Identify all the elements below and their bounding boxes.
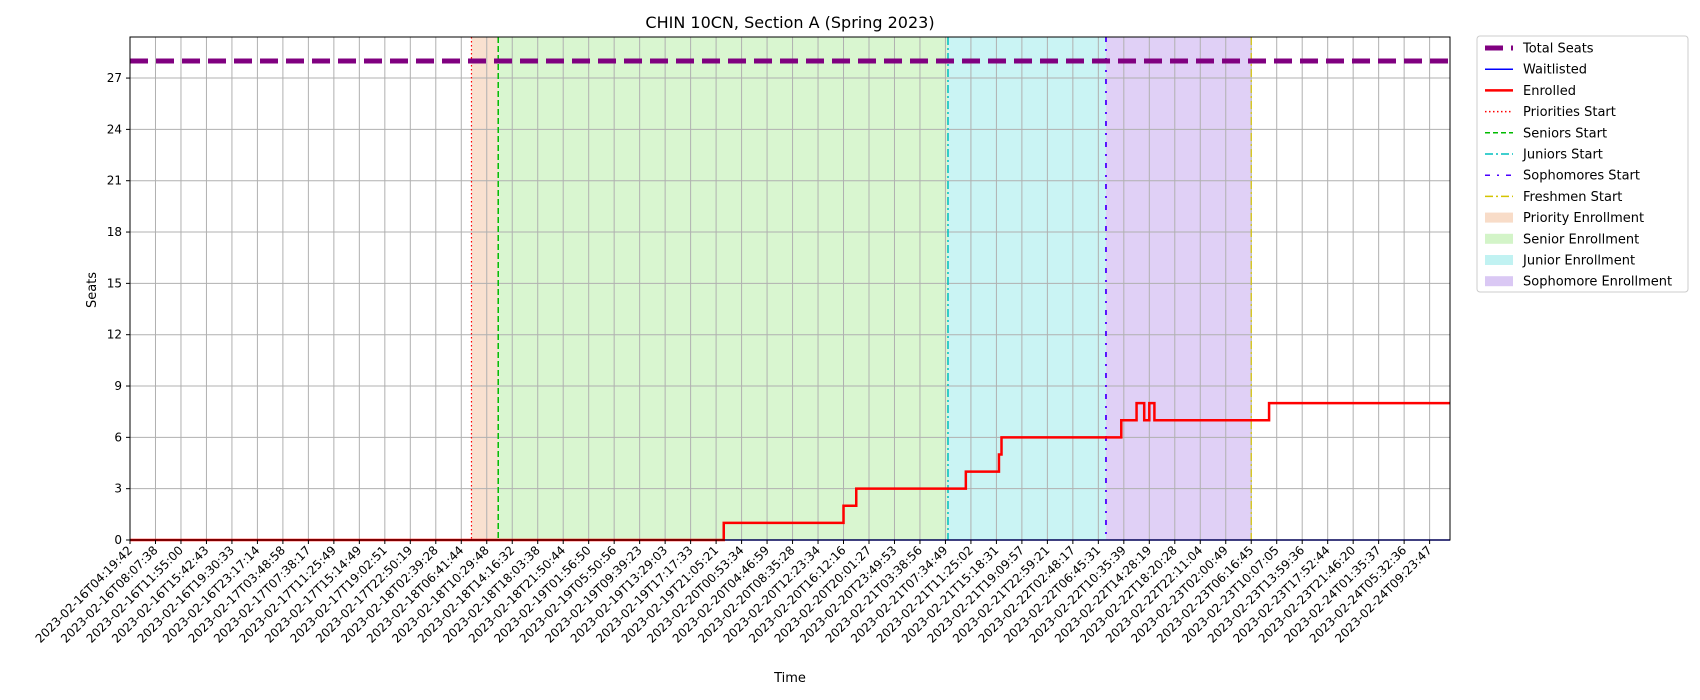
y-tick-label: 15 xyxy=(107,276,122,290)
senior-enrollment-band xyxy=(498,37,948,540)
y-tick-label: 21 xyxy=(107,174,122,188)
legend-box xyxy=(1476,35,1689,293)
legend-label: Sophomores Start xyxy=(1523,169,1640,184)
legend-swatch xyxy=(1485,255,1513,265)
plot-frame xyxy=(129,36,1451,541)
y-ticks: 0 3 6 9 12 15 18 21 24 27 xyxy=(107,71,130,547)
legend-label: Freshmen Start xyxy=(1523,190,1622,205)
y-tick-label: 9 xyxy=(114,379,122,393)
legend-label: Waitlisted xyxy=(1523,63,1587,78)
y-tick-label: 27 xyxy=(107,71,122,85)
y-tick-label: 24 xyxy=(107,122,122,136)
sophomore-enrollment-band xyxy=(1105,37,1252,540)
legend-label: Seniors Start xyxy=(1523,126,1607,141)
y-tick-label: 18 xyxy=(107,225,122,239)
junior-enrollment-band xyxy=(947,37,1106,540)
x-ticks: 2023-02-16T04:19:422023-02-16T08:07:3820… xyxy=(33,540,1435,646)
legend-swatch xyxy=(1485,233,1513,244)
legend-label: Total Seats xyxy=(1522,42,1594,57)
legend-swatch xyxy=(1485,276,1513,287)
y-tick-label: 0 xyxy=(114,533,122,547)
legend-label: Junior Enrollment xyxy=(1522,254,1635,269)
legend-label: Juniors Start xyxy=(1522,148,1603,163)
chart-title: CHIN 10CN, Section A (Spring 2023) xyxy=(645,13,934,32)
legend-label: Sophomore Enrollment xyxy=(1523,275,1672,290)
x-axis-label: Time xyxy=(773,671,806,686)
priority-enrollment-band xyxy=(471,37,499,540)
legend-swatch xyxy=(1485,212,1513,223)
y-axis-label: Seats xyxy=(85,272,100,308)
legend-label: Senior Enrollment xyxy=(1523,232,1639,247)
phase-lines xyxy=(470,37,1252,540)
legend-label: Enrolled xyxy=(1523,84,1576,99)
y-tick-label: 3 xyxy=(114,482,122,496)
y-tick-label: 12 xyxy=(107,328,122,342)
legend-label: Priorities Start xyxy=(1523,105,1616,120)
grid xyxy=(129,37,1450,541)
phase-fills xyxy=(471,37,1252,540)
legend-label: Priority Enrollment xyxy=(1523,211,1644,226)
legend: Total Seats Waitlisted Enrolled Priorities … xyxy=(1476,35,1689,293)
y-tick-label: 6 xyxy=(114,430,122,444)
enrolled-line xyxy=(130,401,1450,542)
